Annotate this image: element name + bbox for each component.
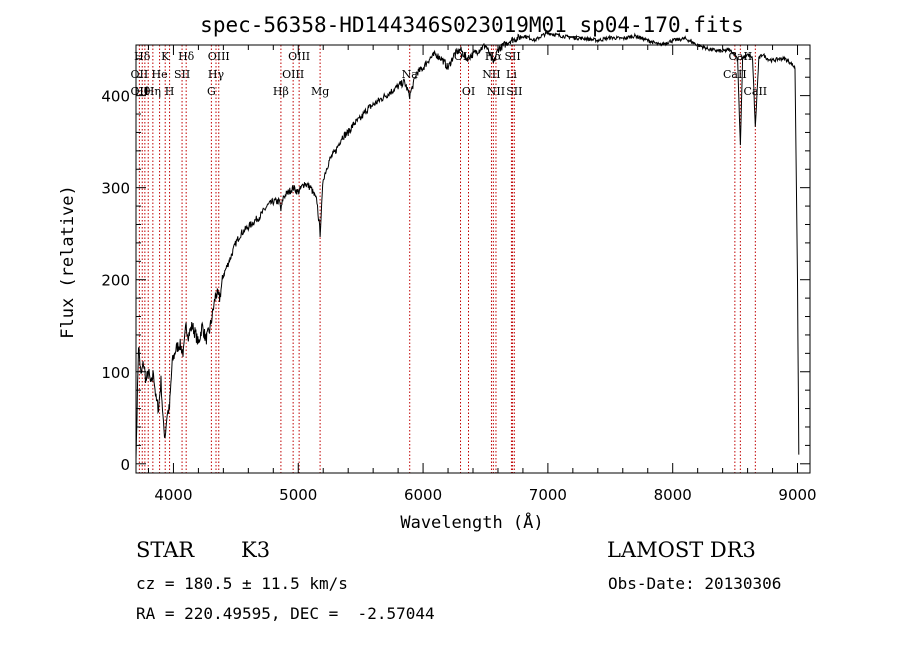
- line-label: CaII: [723, 68, 747, 81]
- y-tick-label: 0: [120, 456, 130, 474]
- line-label: H: [165, 85, 175, 98]
- redshift-readout: cz = 180.5 ± 11.5 km/s: [136, 574, 348, 593]
- line-label: K: [161, 50, 170, 63]
- x-tick-label: 9000: [778, 486, 816, 504]
- y-axis-label: Flux (relative): [58, 185, 78, 339]
- line-label: OIII: [208, 50, 230, 63]
- line-label: OII: [131, 85, 149, 98]
- line-label: OII: [131, 68, 149, 81]
- line-label: Hβ: [273, 85, 289, 98]
- line-label: CaII: [729, 50, 753, 63]
- line-label: OI: [462, 85, 475, 98]
- line-label: G: [207, 85, 216, 98]
- line-label: OIII: [288, 50, 310, 63]
- line-label: Hδ: [134, 50, 151, 63]
- line-label: Hδ: [178, 50, 195, 63]
- object-subclass: K3: [241, 538, 271, 562]
- line-label: CaII: [743, 85, 767, 98]
- line-label: Li: [506, 68, 517, 81]
- line-label: OIII: [282, 68, 304, 81]
- x-tick-label: 7000: [529, 486, 567, 504]
- x-tick-label: 8000: [654, 486, 692, 504]
- line-label: SII: [506, 85, 522, 98]
- obs-date: Obs-Date: 20130306: [608, 574, 782, 593]
- x-tick-label: 5000: [279, 486, 317, 504]
- spectrum-line: [135, 30, 800, 460]
- x-axis-label: Wavelength (Å): [400, 511, 543, 533]
- line-label: Na: [402, 68, 419, 81]
- line-marker-layer: [138, 45, 756, 473]
- line-label: NII: [482, 68, 500, 81]
- axis-ticks: 4000 5000 6000 7000 8000 9000 0 100 200 300 400: [101, 45, 817, 504]
- line-label: SII: [504, 50, 520, 63]
- y-tick-label: 200: [101, 272, 130, 290]
- survey-name: LAMOST DR3: [607, 538, 756, 562]
- line-label: NII: [487, 85, 505, 98]
- x-tick-label: 4000: [154, 486, 192, 504]
- line-label: He: [152, 68, 168, 81]
- line-label: Mg: [311, 85, 329, 98]
- coordinates-readout: RA = 220.49595, DEC = -2.57044: [136, 604, 435, 623]
- y-tick-label: 300: [101, 180, 130, 198]
- line-label: Hη: [145, 85, 161, 98]
- y-tick-label: 100: [101, 364, 130, 382]
- line-label: SII: [174, 68, 190, 81]
- line-label: Hα: [485, 50, 503, 63]
- chart-title: spec-56358-HD144346S023019M01_sp04-170.f…: [200, 13, 744, 37]
- line-label: OI: [454, 50, 467, 63]
- y-tick-label: 400: [101, 88, 130, 106]
- object-class: STAR: [136, 538, 195, 562]
- plot-frame: [135, 44, 811, 474]
- x-tick-label: 6000: [404, 486, 442, 504]
- line-label: Hθ: [134, 85, 151, 98]
- line-label: Hγ: [208, 68, 225, 81]
